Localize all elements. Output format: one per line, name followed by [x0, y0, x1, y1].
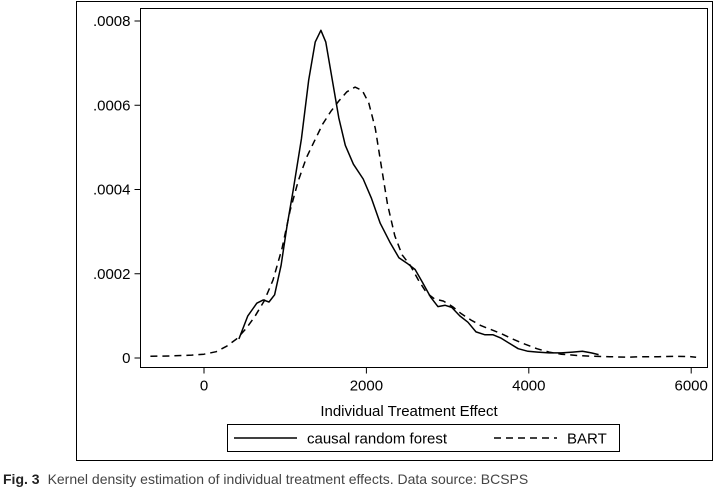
legend-label-bart: BART [567, 431, 607, 448]
series-line-bart [150, 86, 697, 358]
legend: causal random forest BART [227, 424, 620, 452]
figure-caption-label: Fig. 3 [3, 471, 40, 487]
x-axis-label: Individual Treatment Effect [320, 403, 498, 420]
density-chart: 0 .0002 .0004 .0006 .0008 0 2000 4000 6000 Indi… [76, 1, 713, 461]
series-layer [150, 29, 697, 358]
x-tick-label: 0 [200, 378, 208, 395]
y-tick-label: .0004 [93, 182, 131, 199]
y-tick-label: .0008 [93, 13, 131, 30]
x-axis: 0 2000 4000 6000 [200, 367, 708, 395]
figure-caption-text: Kernel density estimation of individual … [47, 471, 529, 487]
y-tick-label: 0 [122, 350, 130, 367]
y-tick-label: .0002 [93, 266, 131, 283]
legend-label-causal-random-forest: causal random forest [307, 431, 448, 448]
figure-caption: Fig. 3 Kernel density estimation of indiv… [3, 471, 713, 491]
x-tick-label: 4000 [512, 378, 545, 395]
plot-area [140, 8, 708, 368]
x-tick-label: 6000 [675, 378, 708, 395]
y-tick-label: .0006 [93, 97, 131, 114]
x-tick-label: 2000 [350, 378, 383, 395]
y-axis: 0 .0002 .0004 .0006 .0008 [93, 13, 141, 367]
